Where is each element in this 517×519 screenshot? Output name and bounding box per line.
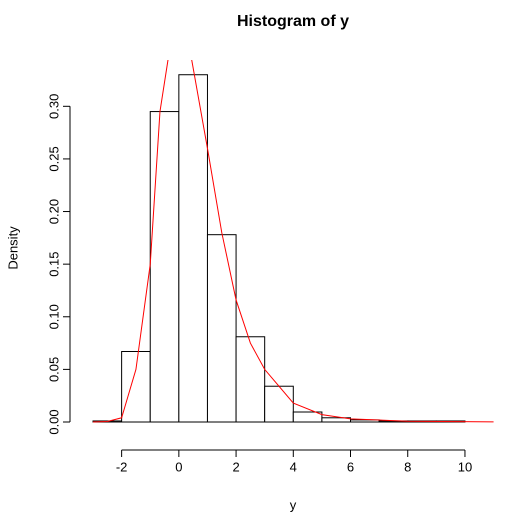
bar (264, 385, 294, 423)
x-tick-label: 2 (232, 459, 239, 474)
y-tick-label: 0.25 (46, 146, 61, 171)
density-curve (93, 60, 494, 423)
y-tick-label: 0.15 (46, 251, 61, 276)
bar (206, 234, 237, 423)
bar (292, 411, 323, 423)
y-tick-label: 0.10 (46, 304, 61, 329)
y-tick-label: 0.00 (46, 409, 61, 434)
bar (178, 74, 208, 423)
bar (235, 336, 266, 423)
bar (149, 111, 180, 423)
y-tick-label: 0.30 (46, 94, 61, 119)
x-tick-label: -2 (116, 459, 128, 474)
x-axis-label: y (290, 497, 297, 512)
x-tick-label: 4 (290, 459, 297, 474)
y-axis-label: Density (5, 226, 20, 270)
x-tick-label: 6 (347, 459, 354, 474)
bar (121, 350, 151, 423)
chart-title: Histogram of y (237, 13, 349, 30)
x-tick-label: 8 (404, 459, 411, 474)
curve-group (93, 60, 494, 423)
y-tick-label: 0.20 (46, 199, 61, 224)
y-tick-label: 0.05 (46, 357, 61, 382)
x-tick-label: 10 (458, 459, 472, 474)
x-tick-label: 0 (175, 459, 182, 474)
